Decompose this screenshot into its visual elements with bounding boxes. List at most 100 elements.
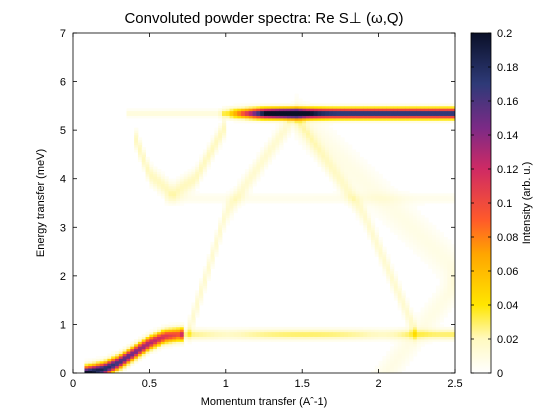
heatmap-cell bbox=[187, 329, 192, 333]
heatmap-cell bbox=[176, 115, 181, 119]
heatmap-cell bbox=[248, 110, 253, 114]
heatmap-cell bbox=[191, 193, 196, 197]
heatmap-cell bbox=[443, 193, 448, 197]
heatmap-cell bbox=[137, 159, 143, 163]
heatmap-cell bbox=[218, 113, 223, 116]
heatmap-cell bbox=[153, 183, 158, 187]
heatmap-cell bbox=[405, 207, 410, 211]
heatmap-cell bbox=[393, 108, 399, 112]
heatmap-cell bbox=[374, 103, 379, 107]
heatmap-cell bbox=[401, 190, 406, 194]
heatmap-cell bbox=[435, 288, 441, 291]
heatmap-cell bbox=[275, 142, 280, 146]
heatmap-cell bbox=[428, 118, 433, 121]
heatmap-cell bbox=[195, 326, 200, 330]
heatmap-cell bbox=[221, 195, 227, 199]
heatmap-cell bbox=[443, 339, 448, 342]
heatmap-cell bbox=[420, 118, 425, 121]
heatmap-cell bbox=[306, 105, 311, 109]
heatmap-cell bbox=[210, 261, 215, 265]
heatmap-cell bbox=[374, 239, 379, 243]
heatmap-cell bbox=[363, 334, 368, 337]
heatmap-cell bbox=[229, 113, 234, 116]
heatmap-cell bbox=[267, 105, 273, 109]
heatmap-cell bbox=[256, 339, 261, 342]
heatmap-cell bbox=[241, 120, 246, 124]
heatmap-cell bbox=[416, 232, 422, 235]
heatmap-cell bbox=[92, 368, 97, 371]
heatmap-cell bbox=[412, 348, 418, 352]
heatmap-cell bbox=[382, 103, 387, 107]
heatmap-cell bbox=[405, 331, 410, 335]
heatmap-cell bbox=[393, 193, 399, 197]
heatmap-cell bbox=[393, 105, 399, 109]
heatmap-cell bbox=[317, 161, 322, 165]
heatmap-cell bbox=[443, 110, 448, 114]
heatmap-cell bbox=[412, 353, 418, 357]
heatmap-cell bbox=[409, 115, 414, 119]
heatmap-cell bbox=[397, 331, 402, 335]
heatmap-cell bbox=[264, 195, 269, 199]
heatmap-cell bbox=[256, 156, 261, 160]
heatmap-cell bbox=[424, 319, 429, 323]
heatmap-cell bbox=[256, 110, 261, 114]
heatmap-cell bbox=[115, 356, 120, 359]
heatmap-cell bbox=[313, 198, 318, 201]
heatmap-cell bbox=[302, 118, 307, 121]
heatmap-cell bbox=[321, 329, 326, 333]
heatmap-cell bbox=[428, 249, 433, 252]
heatmap-cell bbox=[390, 224, 395, 228]
heatmap-cell bbox=[451, 288, 455, 291]
heatmap-cell bbox=[420, 232, 425, 235]
heatmap-cell bbox=[397, 307, 402, 311]
heatmap-cell bbox=[328, 195, 334, 199]
heatmap-cell bbox=[439, 290, 444, 294]
heatmap-cell bbox=[168, 329, 173, 333]
heatmap-cell bbox=[153, 108, 158, 112]
heatmap-cell bbox=[134, 130, 139, 133]
heatmap-cell bbox=[428, 261, 433, 265]
heatmap-cell bbox=[405, 317, 410, 320]
heatmap-cell bbox=[355, 115, 360, 119]
heatmap-cell bbox=[153, 169, 158, 172]
heatmap-cell bbox=[267, 108, 273, 112]
heatmap-cell bbox=[451, 290, 455, 294]
heatmap-cell bbox=[153, 331, 158, 335]
heatmap-cell bbox=[160, 113, 166, 116]
heatmap-cell bbox=[298, 339, 303, 342]
heatmap-cell bbox=[332, 198, 337, 201]
heatmap-cell bbox=[435, 275, 441, 279]
heatmap-cell bbox=[363, 224, 368, 228]
heatmap-cell bbox=[416, 324, 422, 328]
heatmap-cell bbox=[401, 356, 406, 359]
x-tick-label: 0 bbox=[70, 378, 76, 390]
heatmap-cell bbox=[321, 115, 326, 119]
heatmap-cell bbox=[367, 227, 372, 231]
heatmap-cell bbox=[317, 164, 322, 167]
heatmap-cell bbox=[221, 132, 227, 136]
heatmap-cell bbox=[401, 305, 406, 308]
heatmap-cell bbox=[409, 222, 414, 226]
heatmap-cell bbox=[252, 193, 257, 197]
heatmap-cell bbox=[432, 312, 437, 316]
heatmap-cell bbox=[145, 108, 150, 112]
heatmap-cell bbox=[447, 273, 452, 277]
heatmap-cell bbox=[313, 195, 318, 199]
heatmap-cell bbox=[451, 249, 455, 252]
heatmap-cell bbox=[294, 110, 299, 114]
heatmap-cell bbox=[451, 326, 455, 330]
heatmap-cell bbox=[435, 312, 441, 316]
heatmap-cell bbox=[367, 237, 372, 240]
heatmap-cell bbox=[336, 195, 341, 199]
heatmap-cell bbox=[405, 356, 410, 359]
heatmap-cell bbox=[390, 203, 395, 206]
heatmap-cell bbox=[202, 288, 208, 291]
heatmap-cell bbox=[428, 256, 433, 260]
heatmap-cell bbox=[317, 331, 322, 335]
heatmap-cell bbox=[435, 108, 441, 112]
heatmap-cell bbox=[420, 312, 425, 316]
heatmap-cell bbox=[405, 198, 410, 201]
colorbar-tick-label: 0.12 bbox=[497, 164, 518, 176]
heatmap-cell bbox=[355, 198, 360, 201]
heatmap-cell bbox=[294, 98, 299, 102]
